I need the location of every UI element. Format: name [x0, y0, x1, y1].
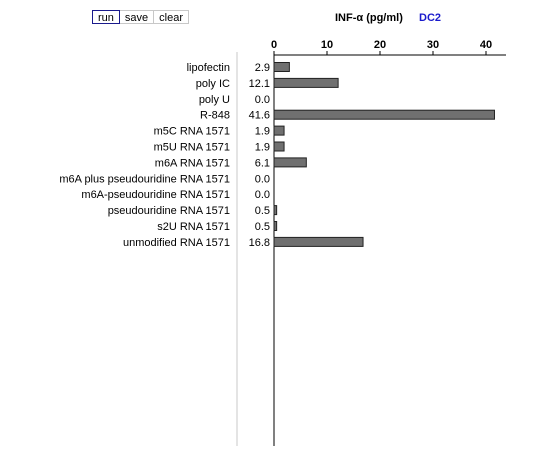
bar — [273, 236, 364, 247]
category-label: s2U RNA 1571 — [157, 221, 230, 233]
rows-group: lipofectin 2.9 poly IC 12.1 poly U 0.0 R-848 41… — [59, 62, 495, 249]
bar — [273, 125, 285, 136]
tick-label: 30 — [427, 39, 439, 51]
bar — [273, 77, 339, 88]
data-label: 1.9 — [255, 142, 270, 154]
axis-title: INF-α (pg/ml) — [335, 12, 403, 24]
category-label: unmodified RNA 1571 — [123, 237, 230, 249]
clear-button[interactable]: clear — [154, 10, 189, 24]
bar — [273, 205, 278, 216]
data-label: 1.9 — [255, 126, 270, 138]
category-label: pseudouridine RNA 1571 — [108, 205, 230, 217]
data-label: 0.0 — [255, 173, 270, 185]
tick-label: 40 — [480, 39, 492, 51]
data-label: 12.1 — [249, 78, 270, 90]
data-label: 16.8 — [249, 237, 270, 249]
run-button[interactable]: run — [92, 10, 120, 24]
tick-group: 0 10 20 30 40 — [271, 39, 492, 55]
data-label: 41.6 — [249, 110, 270, 122]
category-label: m6A plus pseudouridine RNA 1571 — [59, 173, 230, 185]
category-label: m5C RNA 1571 — [154, 126, 230, 138]
data-label: 0.5 — [255, 221, 270, 233]
category-label: m5U RNA 1571 — [154, 142, 230, 154]
category-label: poly U — [199, 94, 230, 106]
data-label: 2.9 — [255, 62, 270, 74]
bar — [273, 157, 307, 168]
cell-type-label: DC2 — [419, 12, 441, 24]
tick-label: 10 — [321, 39, 333, 51]
bar — [273, 141, 285, 152]
toolbar: run save clear — [92, 10, 189, 24]
bar — [273, 62, 290, 72]
bar — [273, 221, 278, 231]
save-button[interactable]: save — [119, 10, 155, 24]
category-label: m6A-pseudouridine RNA 1571 — [81, 189, 230, 201]
tick-label: 20 — [374, 39, 386, 51]
category-label: m6A RNA 1571 — [155, 157, 230, 169]
bar — [273, 109, 495, 120]
category-label: poly IC — [196, 78, 230, 90]
tick-label: 0 — [271, 39, 277, 51]
data-label: 0.5 — [255, 205, 270, 217]
data-label: 0.0 — [255, 189, 270, 201]
data-label: 0.0 — [255, 94, 270, 106]
category-label: R-848 — [200, 110, 230, 122]
category-label: lipofectin — [187, 62, 230, 74]
data-label: 6.1 — [255, 157, 270, 169]
